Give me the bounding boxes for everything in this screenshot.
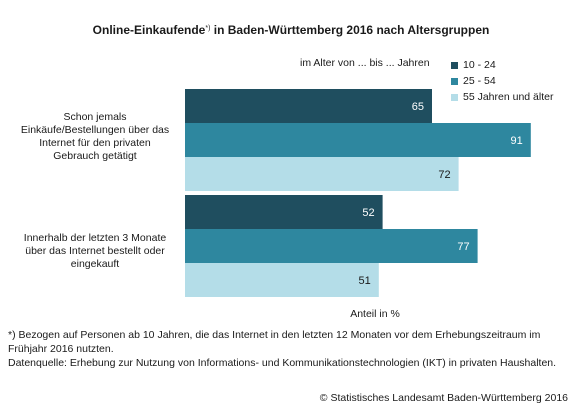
footnote: *) Bezogen auf Personen ab 10 Jahren, di… xyxy=(8,328,578,370)
category-label-line: Einkäufe/Bestellungen über das xyxy=(20,124,170,136)
legend-label: 55 Jahren und älter xyxy=(463,91,554,103)
bar xyxy=(185,157,459,191)
bar-value-label: 52 xyxy=(362,207,374,219)
legend: 10 - 24 25 - 54 55 Jahren und älter xyxy=(451,57,553,105)
bar-value-label: 51 xyxy=(359,275,371,287)
bar xyxy=(185,229,478,263)
footnote-definition: *) Bezogen auf Personen ab 10 Jahren, di… xyxy=(8,329,541,355)
chart-title-main: Online-Einkaufende xyxy=(92,23,206,37)
category-label-last-3-months: Innerhalb der letzten 3 Monate über das I… xyxy=(5,232,185,271)
category-label-ever-purchased: Schon jemals Einkäufe/Bestellungen über d… xyxy=(5,111,185,163)
bar-value-label: 77 xyxy=(457,241,469,253)
legend-label: 25 - 54 xyxy=(463,75,496,87)
legend-caption: im Alter von ... bis ... Jahren xyxy=(300,57,430,69)
bar-value-label: 91 xyxy=(511,135,523,147)
bar-value-label: 65 xyxy=(412,101,424,113)
copyright: © Statistisches Landesamt Baden-Württemb… xyxy=(319,392,568,404)
legend-swatch xyxy=(451,93,458,101)
footnote-source: Datenquelle: Erhebung zur Nutzung von In… xyxy=(8,357,557,369)
legend-item: 25 - 54 xyxy=(451,73,553,89)
category-label-line: Gebrauch getätigt xyxy=(53,150,137,162)
legend-label: 10 - 24 xyxy=(463,59,496,71)
bar xyxy=(185,123,531,157)
legend-swatch xyxy=(451,61,458,69)
category-label-line: über das Internet bestellt oder xyxy=(25,245,165,257)
bar xyxy=(185,89,432,123)
x-axis-label: Anteil in % xyxy=(350,308,400,320)
legend-item: 10 - 24 xyxy=(451,57,553,73)
bar-value-label: 72 xyxy=(438,169,450,181)
legend-swatch xyxy=(451,77,458,85)
chart-title-footnote-marker: *) xyxy=(205,25,211,32)
bar xyxy=(185,195,383,229)
category-label-line: Innerhalb der letzten 3 Monate xyxy=(23,232,167,244)
bar xyxy=(185,263,379,297)
category-label-line: Internet für den privaten xyxy=(39,137,151,149)
category-label-line: Schon jemals xyxy=(63,111,127,123)
chart-title: Online-Einkaufende*) in Baden-Württember… xyxy=(0,23,582,37)
legend-item: 55 Jahren und älter xyxy=(451,89,553,105)
category-label-line: eingekauft xyxy=(70,258,120,270)
chart-title-suffix: in Baden-Württemberg 2016 nach Altersgru… xyxy=(210,23,490,37)
